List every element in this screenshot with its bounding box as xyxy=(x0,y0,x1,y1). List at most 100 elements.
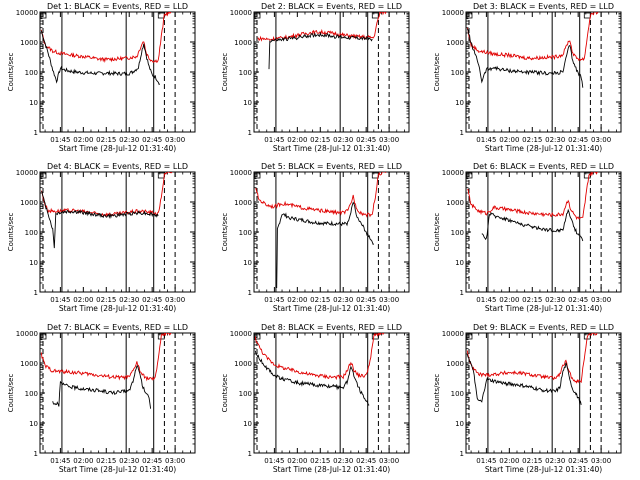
detector-panel-4: Det 4: BLACK = Events, RED = LLD 1 10 100 10… xyxy=(7,162,196,313)
y-tick-label: 1 xyxy=(460,450,464,458)
y-tick-label: 10000 xyxy=(230,9,252,17)
x-tick-label: 02:00 xyxy=(499,136,519,144)
plot-frame xyxy=(39,332,196,454)
corner-box-left xyxy=(40,333,47,340)
y-tick-label: 1000 xyxy=(446,39,464,47)
x-tick-label: 02:00 xyxy=(287,136,307,144)
x-tick-label: 02:15 xyxy=(522,296,542,304)
x-tick-label: 02:45 xyxy=(142,296,162,304)
x-tick-label: 02:30 xyxy=(333,457,353,465)
x-tick-label: 01:45 xyxy=(476,457,496,465)
lld-series-line xyxy=(40,333,173,382)
x-tick-label: 02:30 xyxy=(119,136,139,144)
y-tick-label: 1000 xyxy=(20,199,38,207)
y-axis-label: Counts/sec xyxy=(7,374,15,413)
corner-box-right xyxy=(157,172,165,179)
x-tick-label: 01:45 xyxy=(50,296,70,304)
y-axis-label: Counts/sec xyxy=(221,213,229,252)
x-tick-label: 02:15 xyxy=(310,296,330,304)
detector-panel-7: Det 7: BLACK = Events, RED = LLD 1 10 100 10… xyxy=(7,323,196,474)
x-tick-label: 03:00 xyxy=(165,296,185,304)
x-tick-label: 02:45 xyxy=(142,136,162,144)
events-series-line xyxy=(254,350,370,406)
lld-series-line xyxy=(466,12,599,62)
detector-panel-3: Det 3: BLACK = Events, RED = LLD 1 10 100 10… xyxy=(433,2,622,153)
lld-series-line xyxy=(40,172,173,218)
x-tick-label: 02:30 xyxy=(545,457,565,465)
y-tick-label: 10 xyxy=(455,420,464,428)
y-tick-label: 100 xyxy=(25,229,38,237)
y-tick-label: 1 xyxy=(460,129,464,137)
y-tick-label: 10000 xyxy=(230,330,252,338)
x-axis-label: Start Time (28-Jul-12 01:31:40) xyxy=(485,144,602,153)
y-tick-label: 10000 xyxy=(16,330,38,338)
y-tick-label: 1 xyxy=(34,289,38,297)
y-tick-label: 100 xyxy=(239,69,252,77)
x-tick-label: 01:45 xyxy=(50,136,70,144)
y-axis-label: Counts/sec xyxy=(221,374,229,413)
y-tick-label: 1000 xyxy=(446,360,464,368)
y-tick-label: 100 xyxy=(25,390,38,398)
x-tick-label: 03:00 xyxy=(165,457,185,465)
x-tick-label: 02:00 xyxy=(287,457,307,465)
lld-series-line xyxy=(254,333,387,381)
y-tick-label: 10000 xyxy=(442,9,464,17)
plot-frame xyxy=(39,11,196,133)
plot-frame xyxy=(465,11,622,133)
y-tick-label: 10000 xyxy=(442,330,464,338)
x-tick-label: 02:30 xyxy=(545,296,565,304)
x-tick-label: 01:45 xyxy=(476,136,496,144)
events-series-line xyxy=(481,208,584,242)
y-tick-label: 1000 xyxy=(234,199,252,207)
x-tick-label: 03:00 xyxy=(379,136,399,144)
y-tick-label: 1000 xyxy=(20,39,38,47)
y-axis-label: Counts/sec xyxy=(433,374,441,413)
lld-series-line xyxy=(40,12,173,64)
corner-box-left xyxy=(254,172,261,179)
events-series-line xyxy=(40,30,161,86)
plot-frame xyxy=(465,171,622,293)
x-axis-label: Start Time (28-Jul-12 01:31:40) xyxy=(59,144,176,153)
lld-series-line xyxy=(466,333,599,384)
events-series-line xyxy=(41,191,159,249)
x-axis-label: Start Time (28-Jul-12 01:31:40) xyxy=(59,304,176,313)
x-tick-label: 01:45 xyxy=(476,296,496,304)
y-tick-label: 1 xyxy=(460,289,464,297)
corner-box-left xyxy=(466,333,473,340)
x-tick-label: 02:15 xyxy=(96,457,116,465)
y-axis-label: Counts/sec xyxy=(221,53,229,92)
panel-title: Det 7: BLACK = Events, RED = LLD xyxy=(47,323,188,332)
corner-box-right xyxy=(371,12,379,19)
y-tick-label: 1000 xyxy=(234,360,252,368)
corner-box-left xyxy=(466,172,473,179)
x-tick-label: 02:45 xyxy=(142,457,162,465)
x-tick-label: 02:45 xyxy=(568,136,588,144)
y-tick-label: 100 xyxy=(451,229,464,237)
corner-box-right xyxy=(583,12,591,19)
x-tick-label: 02:45 xyxy=(568,457,588,465)
x-tick-label: 02:45 xyxy=(356,296,376,304)
corner-box-right xyxy=(583,172,591,179)
corner-box-left xyxy=(466,12,473,19)
x-tick-label: 03:00 xyxy=(591,457,611,465)
panel-title: Det 6: BLACK = Events, RED = LLD xyxy=(473,162,614,171)
x-axis-label: Start Time (28-Jul-12 01:31:40) xyxy=(273,465,390,474)
lld-series-line xyxy=(255,172,387,218)
plot-frame xyxy=(465,332,622,454)
detector-panel-8: Det 8: BLACK = Events, RED = LLD 1 10 100 10… xyxy=(221,323,410,474)
panel-title: Det 4: BLACK = Events, RED = LLD xyxy=(47,162,188,171)
y-tick-label: 100 xyxy=(239,229,252,237)
x-tick-label: 02:15 xyxy=(96,296,116,304)
x-tick-label: 02:00 xyxy=(499,457,519,465)
detector-panel-9: Det 9: BLACK = Events, RED = LLD 1 10 100 10… xyxy=(433,323,622,474)
x-tick-label: 02:30 xyxy=(333,296,353,304)
y-tick-label: 10 xyxy=(29,99,38,107)
x-axis-label: Start Time (28-Jul-12 01:31:40) xyxy=(59,465,176,474)
panel-title: Det 8: BLACK = Events, RED = LLD xyxy=(261,323,402,332)
y-tick-label: 10 xyxy=(455,99,464,107)
y-tick-label: 10 xyxy=(243,420,252,428)
events-series-line xyxy=(276,201,375,289)
corner-box-right xyxy=(371,172,379,179)
x-tick-label: 02:30 xyxy=(119,296,139,304)
